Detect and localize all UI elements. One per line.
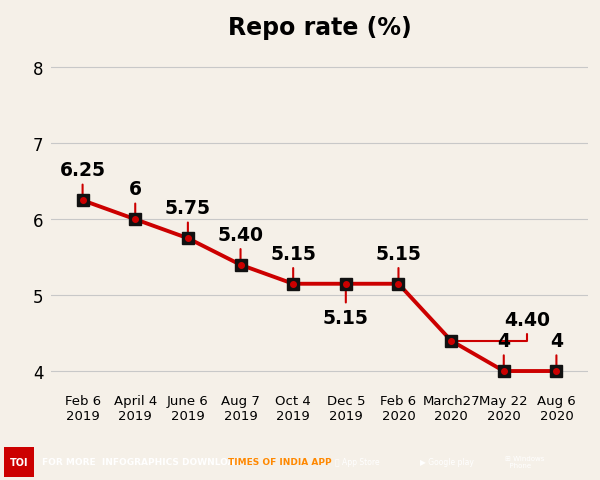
Text: 5.40: 5.40 [218, 225, 263, 263]
Text: 4.40: 4.40 [454, 310, 550, 341]
Text: FOR MORE  INFOGRAPHICS DOWNLOAD: FOR MORE INFOGRAPHICS DOWNLOAD [42, 457, 245, 467]
Text: ▶ Google play: ▶ Google play [420, 457, 474, 467]
Text: ⊞ Windows
  Phone: ⊞ Windows Phone [505, 456, 544, 468]
Text: 4: 4 [497, 331, 510, 369]
Text: 5.75: 5.75 [165, 199, 211, 236]
Text: ⬛ App Store: ⬛ App Store [335, 457, 380, 467]
Title: Repo rate (%): Repo rate (%) [227, 15, 412, 39]
Text: 5.15: 5.15 [270, 244, 316, 281]
Text: 5.15: 5.15 [376, 244, 421, 281]
Text: 5.15: 5.15 [323, 287, 369, 327]
Text: 6: 6 [129, 180, 142, 217]
Text: 6.25: 6.25 [59, 161, 106, 198]
FancyBboxPatch shape [4, 447, 34, 477]
Text: TOI: TOI [10, 457, 28, 467]
Text: TIMES OF INDIA APP: TIMES OF INDIA APP [228, 457, 332, 467]
Text: 4: 4 [550, 331, 563, 369]
